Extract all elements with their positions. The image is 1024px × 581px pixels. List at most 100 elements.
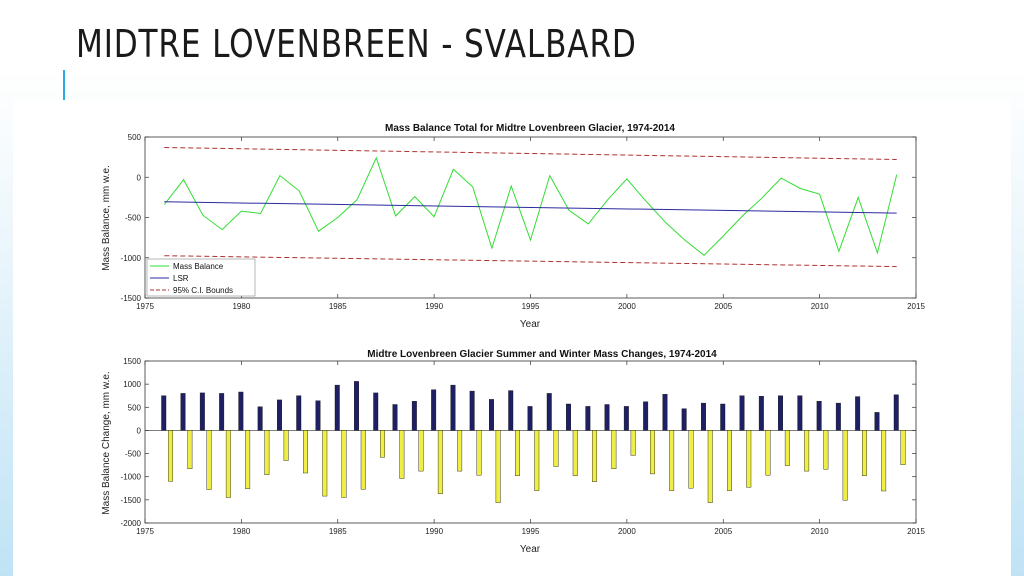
winter-bar	[855, 396, 861, 431]
chart2-xtick-label: 1980	[232, 527, 250, 536]
winter-bar	[681, 408, 687, 431]
winter-bar	[334, 384, 340, 431]
summer-bar	[823, 430, 829, 470]
legend-lsr-label: LSR	[173, 274, 189, 283]
chart1-xtick-label: 1990	[425, 302, 443, 311]
chart1-xtick-label: 2010	[811, 302, 829, 311]
chart2-plot-area	[144, 360, 917, 524]
summer-bar	[225, 430, 231, 498]
chart-summer-winter: Midtre Lovenbreen Glacier Summer and Win…	[101, 349, 925, 555]
winter-bar	[816, 401, 822, 431]
mass-balance-line	[163, 156, 898, 256]
winter-bar	[257, 406, 263, 431]
chart2-ytick-label: -500	[125, 450, 142, 459]
winter-bar	[431, 389, 437, 431]
winter-bar	[893, 394, 899, 431]
summer-bar	[264, 430, 270, 475]
winter-bar	[180, 393, 186, 431]
summer-bar	[168, 430, 174, 482]
winter-bar	[469, 390, 475, 431]
winter-bar	[604, 404, 610, 431]
chart1-ytick-label: -1500	[121, 294, 142, 303]
chart2-xtick-label: 1985	[329, 527, 347, 536]
summer-bar	[437, 430, 443, 494]
summer-bar	[842, 430, 848, 501]
summer-bar	[187, 430, 193, 469]
winter-bar	[508, 390, 514, 431]
summer-bar	[360, 430, 366, 490]
chart1-legend: Mass Balance LSR 95% C.I. Bounds	[146, 258, 256, 297]
winter-bar	[797, 395, 803, 431]
winter-bar	[662, 394, 668, 431]
winter-bar	[701, 402, 706, 431]
winter-bar	[161, 395, 167, 431]
chart2-xtick-label: 2000	[618, 527, 636, 536]
summer-bar	[784, 430, 790, 466]
chart2-ytick-label: -1500	[121, 496, 142, 505]
chart1-xtick-label: 1975	[136, 302, 154, 311]
chart2-axes: 1975 1980 1985 1990 1995 2000 2005 2010 2015 -200…	[121, 357, 926, 536]
summer-bar	[476, 430, 482, 476]
chart1-ytick-label: 500	[128, 133, 142, 142]
chart1-xtick-label: 2005	[714, 302, 732, 311]
winter-bar	[720, 403, 726, 431]
summer-bar	[322, 430, 328, 497]
chart1-ytick-label: -500	[125, 214, 142, 223]
chart2-xtick-label: 1975	[136, 527, 154, 536]
charts-figure: Mass Balance Total for Midtre Lovenbreen…	[101, 123, 925, 555]
winter-bar	[199, 392, 205, 431]
summer-bar	[515, 430, 520, 476]
winter-bar	[778, 395, 783, 431]
ci-lower-bound-line	[164, 255, 897, 268]
winter-bar	[373, 392, 379, 431]
legend-ci-bounds-label: 95% C.I. Bounds	[173, 286, 233, 295]
title-accent-bar	[63, 70, 65, 100]
winter-bar	[739, 395, 745, 431]
summer-bar	[650, 430, 655, 475]
winter-bar	[450, 384, 456, 431]
summer-bar	[399, 430, 405, 479]
winter-bar	[296, 395, 302, 431]
ci-upper-bound-line	[164, 147, 897, 160]
slide-title: MIDTRE LOVENBREEN - SVALBARD	[76, 22, 637, 66]
chart2-ytick-label: 0	[137, 426, 142, 435]
summer-bar	[592, 430, 597, 482]
summer-bar	[630, 430, 636, 456]
chart-mass-balance: Mass Balance Total for Midtre Lovenbreen…	[101, 123, 925, 330]
chart1-xlabel: Year	[520, 319, 541, 330]
chart1-axes: 1975 1980 1985 1990 1995 2000 2005 2010 2015 -150…	[121, 133, 926, 311]
winter-bar	[527, 406, 533, 431]
chart1-xtick-label: 1995	[522, 302, 540, 311]
chart1-plot-area	[144, 136, 917, 299]
winter-bar	[411, 401, 417, 431]
summer-bar	[380, 430, 385, 458]
summer-bar	[881, 430, 887, 492]
chart2-ytick-label: 500	[128, 403, 142, 412]
chart1-xtick-label: 2015	[907, 302, 925, 311]
summer-bar	[862, 430, 867, 476]
winter-bar	[835, 402, 841, 431]
summer-bar	[572, 430, 578, 476]
winter-bar	[392, 404, 398, 431]
chart1-title: Mass Balance Total for Midtre Lovenbreen…	[385, 123, 675, 134]
summer-bar	[669, 430, 675, 491]
chart2-xtick-label: 1995	[522, 527, 540, 536]
summer-bar	[495, 430, 501, 503]
summer-bar	[765, 430, 771, 476]
winter-bar	[758, 396, 764, 431]
summer-bar	[553, 430, 559, 467]
summer-bar	[727, 430, 732, 491]
chart2-series	[145, 381, 916, 503]
winter-bar	[643, 401, 649, 431]
winter-bar	[238, 391, 244, 431]
summer-bar	[206, 430, 212, 490]
chart1-series	[163, 147, 898, 268]
winter-bar	[585, 406, 591, 431]
chart2-ytick-label: 1500	[123, 357, 141, 366]
lsr-line	[164, 201, 897, 214]
winter-bar	[623, 406, 629, 431]
chart1-ylabel: Mass Balance, mm w.e.	[101, 165, 112, 271]
chart2-ylabel: Mass Balance Change, mm w.e.	[101, 371, 112, 514]
summer-bar	[534, 430, 540, 491]
winter-bar	[219, 393, 225, 431]
